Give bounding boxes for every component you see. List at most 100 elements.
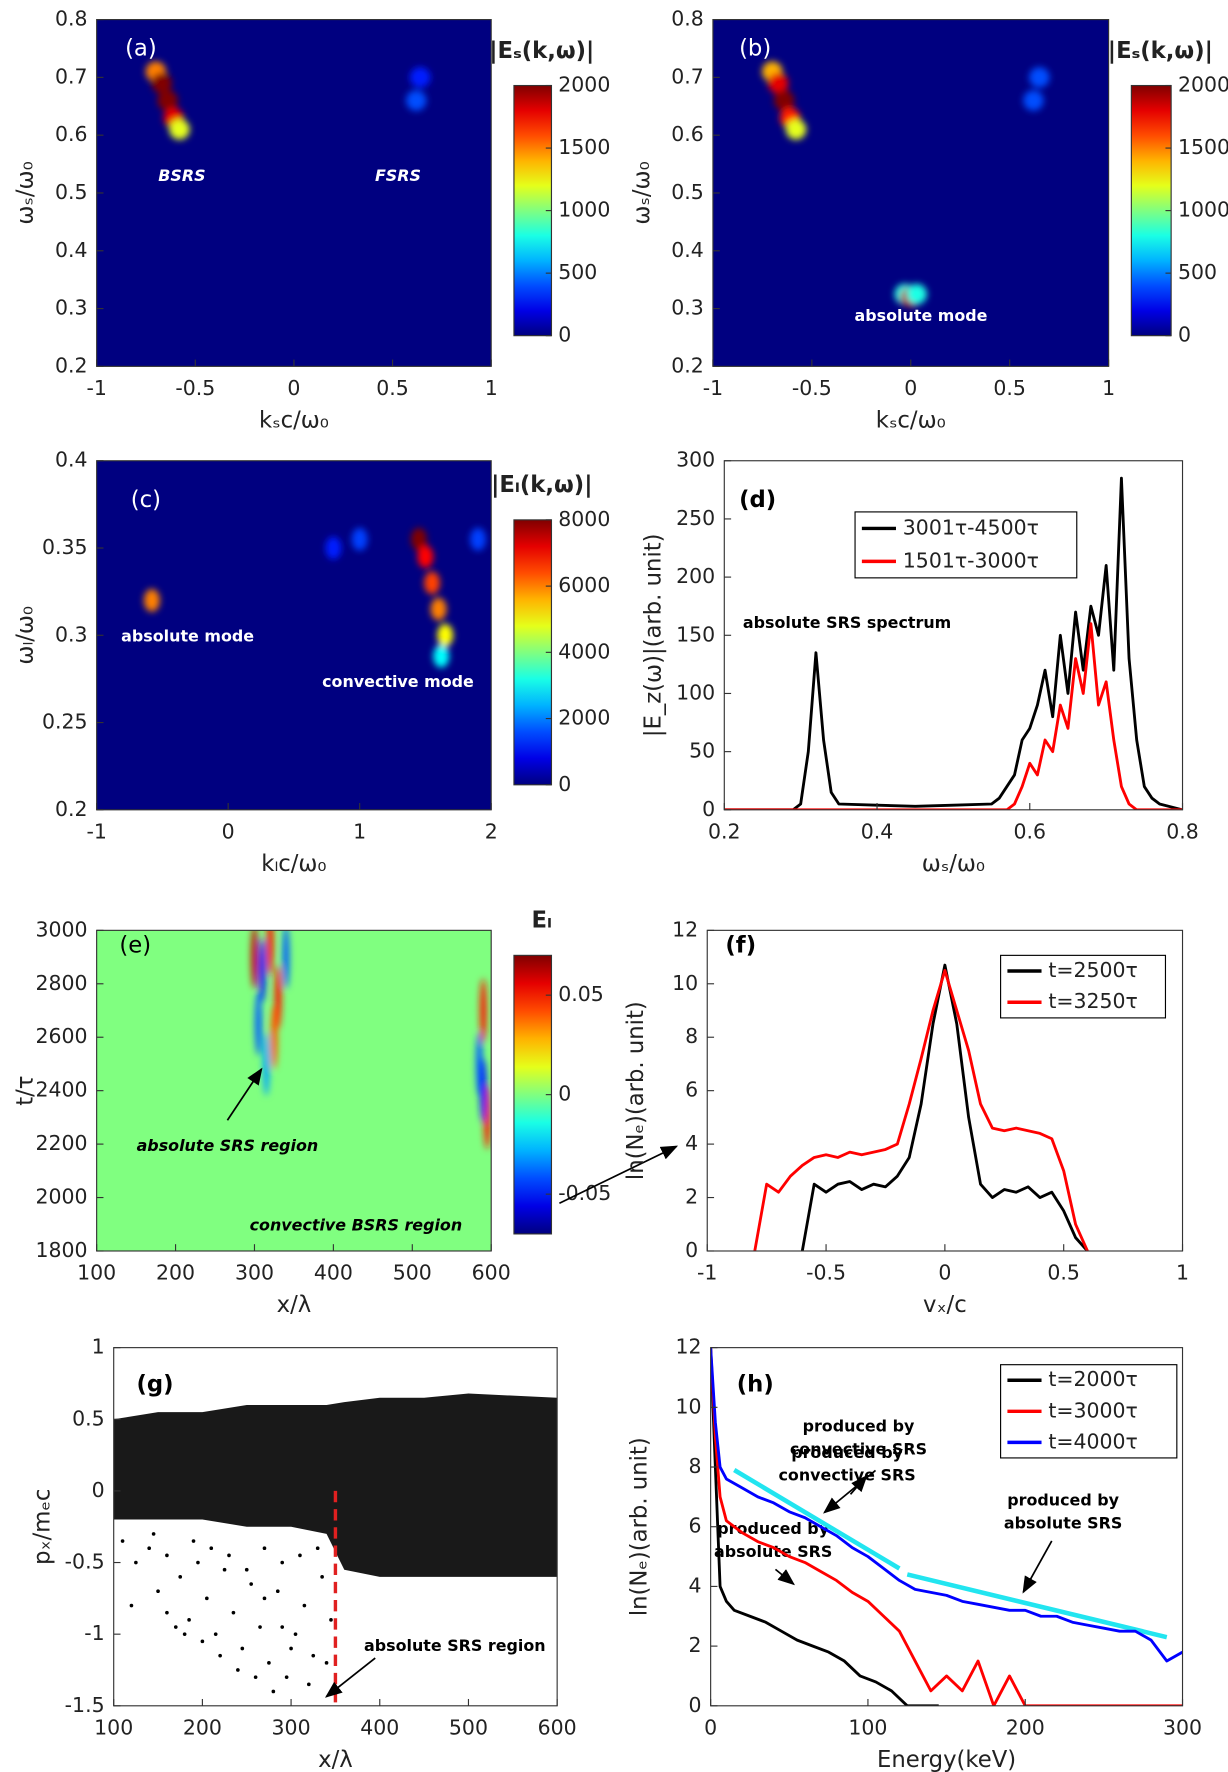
heatmap-cell — [906, 283, 927, 305]
arrow — [324, 1657, 376, 1698]
x-tick-label: 0.5 — [993, 376, 1026, 400]
scatter-point — [315, 1546, 320, 1551]
y-tick-label: 0.5 — [55, 180, 88, 204]
y-tick-label: 0.7 — [671, 64, 704, 88]
scatter-point — [191, 1539, 196, 1543]
annotation: produced by — [803, 1417, 915, 1436]
x-tick-label: 0 — [904, 376, 917, 400]
panel: |Eₛ(k,ω)| 0 500 1000 1500 2000 -1 -0.5 0 0.5 1 0.2 0… — [629, 7, 1228, 434]
x-tick-label: -0.5 — [792, 376, 832, 400]
scatter-point — [156, 1589, 160, 1594]
scatter-point — [236, 1668, 240, 1672]
scatter-point — [187, 1618, 191, 1622]
series-line — [710, 1347, 939, 1706]
plot-area — [96, 460, 492, 810]
arrow — [823, 1469, 877, 1514]
heatmap-cell — [437, 623, 454, 647]
x-tick-label: 1 — [1102, 376, 1115, 400]
heatmap-cell — [262, 1032, 270, 1096]
x-tick-label: 200 — [183, 1716, 222, 1740]
y-tick-label: 2600 — [35, 1024, 87, 1048]
scatter-point — [320, 1575, 324, 1579]
colorbar — [513, 954, 553, 1235]
x-tick-label: -1 — [697, 1261, 717, 1285]
annotation: FSRS — [375, 166, 421, 185]
annotation: convective mode — [322, 672, 474, 691]
y-tick-label: 0.5 — [72, 1406, 105, 1430]
x-tick-label: -1 — [86, 820, 106, 844]
scatter-point — [280, 1560, 285, 1565]
scatter-point — [262, 1596, 267, 1601]
scatter-point — [240, 1646, 245, 1651]
colorbar-label: |Eₗ(k,ω)| — [491, 472, 592, 498]
heatmap-blobs — [145, 61, 431, 140]
legend-label: t=3250τ — [1048, 989, 1138, 1013]
y-axis-label: |E_z(ω)|(arb. unit) — [640, 533, 666, 737]
x-tick-label: 300 — [235, 1261, 274, 1285]
scatter-point — [227, 1553, 231, 1558]
y-tick-label: 0.6 — [671, 122, 704, 146]
y-tick-label: 0.3 — [55, 296, 88, 320]
scatter-point — [134, 1560, 138, 1565]
plot-frame — [113, 1347, 558, 1707]
colorbar — [1130, 84, 1172, 337]
colorbar-tick-label: 1500 — [558, 135, 610, 159]
heatmap-cell — [258, 938, 266, 1003]
y-axis-label: ln(Nₑ)(arb. unit) — [623, 1001, 649, 1180]
colorbar-tick-label: 2000 — [1178, 73, 1228, 97]
y-tick-label: 2 — [689, 1633, 702, 1657]
y-tick-label: 200 — [676, 564, 715, 588]
y-tick-label: 0.2 — [55, 797, 88, 821]
heatmap-cell — [433, 644, 450, 668]
y-tick-label: 8 — [689, 1454, 702, 1478]
heatmap-cell — [274, 965, 282, 1029]
y-tick-label: 10 — [672, 971, 698, 995]
annotation: produced by — [1007, 1491, 1119, 1510]
y-tick-label: 0.7 — [55, 64, 88, 88]
heatmap-cell — [151, 72, 172, 94]
series-line — [724, 622, 1183, 810]
y-tick-label: 250 — [676, 506, 715, 530]
panel-label: (c) — [131, 487, 161, 513]
heatmap-cell — [157, 90, 178, 111]
y-tick-label: -1 — [84, 1621, 104, 1645]
series-line — [724, 476, 1183, 810]
legend-label: t=2000τ — [1048, 1367, 1138, 1391]
y-tick-label: 2400 — [35, 1078, 87, 1102]
x-tick-label: 0 — [938, 1261, 951, 1285]
x-axis-label: Energy(keV) — [877, 1747, 1016, 1772]
fit-line — [733, 1468, 901, 1571]
y-tick-label: 0.4 — [671, 238, 704, 262]
colorbar-tick-label: 4000 — [558, 639, 610, 663]
y-tick-label: 2 — [685, 1185, 698, 1209]
y-tick-label: 1 — [92, 1335, 105, 1359]
plot-area — [96, 19, 492, 367]
scatter-point — [253, 1675, 258, 1679]
heatmap-blobs — [762, 61, 1050, 308]
panel-label: (f) — [725, 933, 756, 959]
x-tick-label: 1 — [485, 376, 498, 400]
y-tick-label: 0 — [685, 1238, 698, 1262]
y-tick-label: 50 — [689, 739, 715, 763]
annotation: absolute SRS — [714, 1542, 832, 1561]
x-axis-label: kₗc/ω₀ — [261, 851, 326, 877]
x-tick-label: 100 — [848, 1716, 887, 1740]
scatter-point — [280, 1625, 285, 1629]
series-line — [753, 969, 1089, 1251]
y-axis-label: ln(Nₑ)(arb. unit) — [627, 1437, 653, 1616]
x-tick-label: 200 — [1006, 1716, 1045, 1740]
y-axis-label: ωₗ/ω₀ — [13, 606, 39, 665]
annotation: absolute mode — [121, 626, 254, 645]
y-tick-label: 0 — [702, 797, 715, 821]
y-tick-label: 8 — [685, 1024, 698, 1048]
y-axis-label: t/τ — [13, 1076, 39, 1106]
heatmap-cell — [325, 536, 342, 560]
plot-area — [753, 963, 1089, 1251]
heatmap-cell — [1023, 90, 1044, 111]
arrow — [774, 1568, 795, 1586]
legend-label: 1501τ-3000τ — [903, 548, 1039, 572]
colorbar-tick-label: 0.05 — [558, 982, 604, 1006]
x-tick-label: 0.6 — [1014, 820, 1047, 844]
panel: |Eₛ(k,ω)| 0 500 1000 1500 2000 -1 -0.5 0 0.5 1 0.2 0… — [13, 7, 611, 434]
colorbar-tick-label: -0.05 — [558, 1181, 611, 1205]
